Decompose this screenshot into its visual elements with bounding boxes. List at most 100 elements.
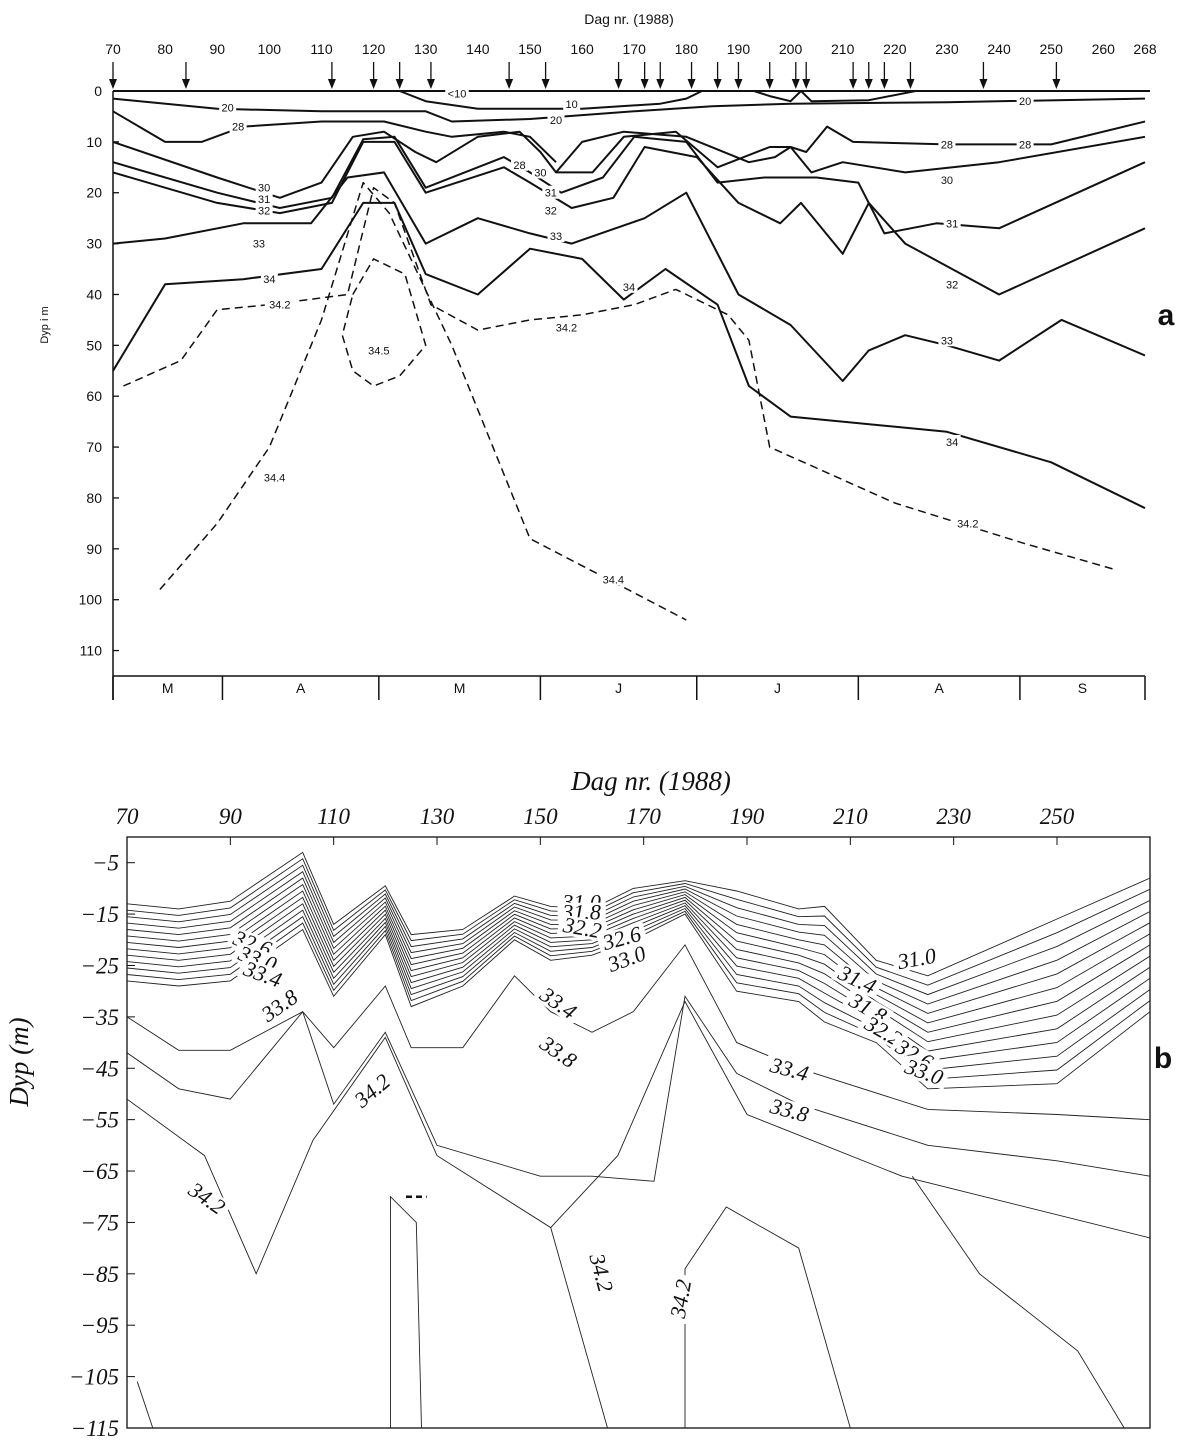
- sampling-arrow-head: [880, 79, 889, 89]
- contour-label-bg: [891, 944, 943, 973]
- contour-label-bg: [938, 137, 956, 151]
- y-tick-label: −15: [80, 902, 119, 927]
- sampling-arrow-head: [864, 79, 873, 89]
- isohaline-line: [399, 90, 703, 110]
- contour-label-bg: [181, 1176, 233, 1221]
- contour-label-bg: [532, 1030, 584, 1075]
- x-axis-title: Dag nr. (1988): [570, 766, 731, 796]
- sampling-arrow-head: [979, 79, 988, 89]
- sampling-arrow-head: [369, 79, 378, 89]
- contour-label-bg: [943, 216, 961, 230]
- isohaline-line: [136, 1381, 154, 1429]
- x-tick-label: 240: [987, 41, 1011, 57]
- y-tick-label: 40: [86, 286, 102, 302]
- contour-label-bg: [763, 1094, 816, 1127]
- contour-label-bg: [250, 236, 268, 250]
- sampling-arrow-head: [541, 79, 550, 89]
- y-tick-label: 90: [86, 541, 102, 557]
- x-tick-label: 90: [219, 804, 243, 829]
- y-tick-label: −45: [80, 1056, 119, 1081]
- x-tick-label: 160: [570, 41, 594, 57]
- contour-label-bg: [229, 119, 247, 133]
- y-tick-label: −35: [80, 1005, 119, 1030]
- contour-label-bg: [255, 191, 273, 205]
- contour-label-bg: [598, 572, 629, 586]
- contour-label-bg: [596, 922, 648, 955]
- contour-label: 20: [550, 115, 562, 127]
- contour-label: 28: [941, 139, 953, 151]
- contour-label-group: 34.2: [347, 1067, 398, 1114]
- x-tick-label: 80: [157, 41, 173, 57]
- contour-label: 32.2: [560, 912, 603, 943]
- x-tick-label: 90: [209, 41, 225, 57]
- contour-label-bg: [511, 157, 529, 171]
- contour-label-bg: [236, 956, 289, 993]
- contour-label-group: 34.2: [584, 1247, 619, 1299]
- y-tick-label: 60: [86, 388, 102, 404]
- isohaline-line: [126, 1036, 608, 1429]
- y-tick-label: −25: [80, 953, 119, 978]
- contour-label: 34.2: [665, 1278, 696, 1321]
- contour-label: <10: [448, 89, 467, 101]
- contour-label-bg: [255, 180, 273, 194]
- contour-label: 30: [534, 167, 546, 179]
- y-tick-label: −105: [69, 1365, 119, 1390]
- x-tick-label: 180: [675, 41, 699, 57]
- contour-label-bg: [255, 203, 273, 217]
- sampling-arrow-head: [109, 79, 117, 89]
- x-tick-label: 190: [730, 804, 765, 829]
- month-label: J: [774, 680, 781, 696]
- contour-label: 34.2: [957, 518, 978, 530]
- x-tick-label: 70: [105, 41, 121, 57]
- sampling-arrow-head: [906, 79, 915, 89]
- x-tick-label: 170: [626, 804, 661, 829]
- sampling-arrow-head: [505, 79, 514, 89]
- y-tick-label: 80: [86, 490, 102, 506]
- contour-label: 10: [566, 99, 578, 111]
- isohaline-line: [126, 995, 1151, 1182]
- contour-label-bg: [532, 981, 584, 1026]
- isohaline-line: [112, 201, 1146, 509]
- panel-label: b: [1154, 1042, 1172, 1075]
- sampling-arrow-head: [1052, 79, 1061, 89]
- month-label: S: [1078, 680, 1087, 696]
- contour-label: 31.0: [895, 943, 938, 974]
- contour-label-bg: [1016, 137, 1034, 151]
- sampling-arrow-head: [765, 79, 774, 89]
- contour-label: 32: [946, 279, 958, 291]
- contour-label-bg: [531, 165, 549, 179]
- contour-label-bg: [445, 86, 469, 100]
- contour-label-bg: [1016, 94, 1034, 108]
- contour-label-bg: [563, 97, 581, 111]
- contour-label: 28: [232, 122, 244, 134]
- x-tick-label: 268: [1133, 41, 1157, 57]
- sampling-arrow-head: [614, 79, 623, 89]
- isohaline-line: [112, 171, 1146, 382]
- sampling-arrow-head: [849, 79, 858, 89]
- contour-label: 20: [222, 102, 234, 114]
- contour-label: 34.2: [584, 1250, 618, 1295]
- contour-label-bg: [542, 185, 560, 199]
- isohaline-line: [123, 186, 1114, 570]
- contour-label: 33: [550, 231, 562, 243]
- contour-label-bg: [264, 297, 295, 311]
- contour-label-bg: [898, 1054, 951, 1090]
- isohaline-line: [684, 1206, 851, 1429]
- x-tick-label: 130: [414, 41, 438, 57]
- panel-b-chart: Dag nr. (1988) 70 90 110 130 150 170 190 210 230 2…: [4, 766, 1172, 1441]
- isohaline-line: [112, 110, 557, 163]
- sampling-arrow-head: [395, 79, 404, 89]
- y-tick-label: −85: [80, 1262, 119, 1287]
- x-tick-label: 260: [1092, 41, 1116, 57]
- isohaline-line: [126, 944, 1151, 1121]
- contour-label-bg: [260, 272, 278, 286]
- x-tick-label: 170: [623, 41, 647, 57]
- month-label: M: [454, 680, 466, 696]
- contour-label: 34.5: [368, 345, 389, 357]
- plot-frame: [126, 836, 1151, 1429]
- month-label: A: [296, 680, 306, 696]
- x-tick-label: 230: [936, 804, 971, 829]
- month-label: J: [615, 680, 622, 696]
- contour-label: 33.8: [767, 1093, 812, 1127]
